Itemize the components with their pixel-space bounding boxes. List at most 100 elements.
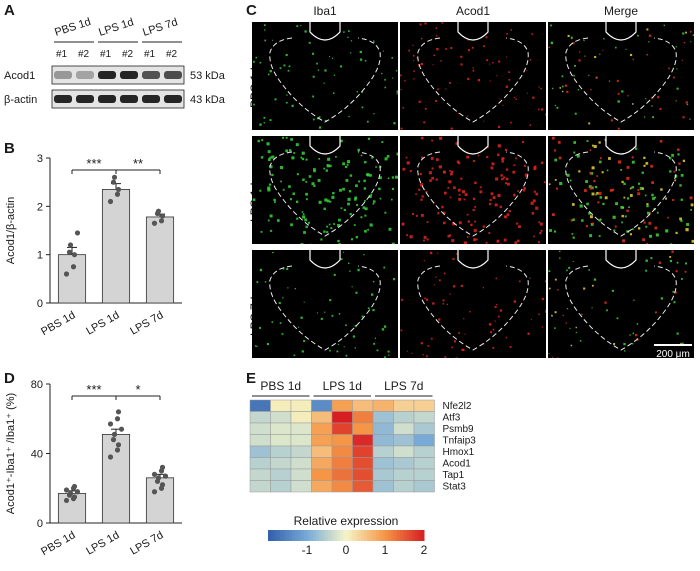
signal-speck — [371, 293, 373, 295]
micrograph — [400, 250, 546, 358]
signal-speck — [685, 262, 687, 264]
signal-speck — [661, 297, 663, 299]
signal-speck — [354, 224, 356, 226]
data-point — [152, 489, 157, 494]
signal-speck — [510, 346, 512, 348]
signal-speck — [472, 67, 473, 68]
data-point — [115, 447, 120, 452]
signal-speck — [545, 280, 546, 282]
signal-speck — [633, 59, 634, 60]
signal-speck — [571, 37, 573, 39]
region-boundary — [418, 266, 529, 350]
signal-speck — [676, 68, 677, 69]
signal-speck — [385, 87, 387, 89]
signal-speck — [348, 198, 351, 201]
signal-speck — [320, 238, 322, 240]
signal-speck — [515, 98, 516, 99]
signal-speck — [406, 157, 408, 159]
signal-speck — [506, 168, 508, 170]
signal-speck — [684, 42, 685, 43]
signal-speck — [664, 25, 665, 26]
signal-speck — [324, 69, 326, 71]
signal-speck — [383, 267, 385, 269]
signal-speck — [507, 213, 510, 216]
signal-speck — [568, 35, 570, 37]
micrograph — [252, 250, 398, 358]
signal-speck — [391, 57, 393, 59]
signal-speck — [303, 231, 306, 234]
signal-speck — [690, 196, 693, 199]
signal-speck — [280, 166, 283, 169]
signal-speck — [581, 314, 582, 315]
signal-speck — [286, 102, 287, 103]
region-boundary — [418, 152, 529, 236]
signal-speck — [324, 198, 327, 201]
signal-speck — [568, 267, 570, 269]
signal-speck — [676, 100, 677, 101]
signal-speck — [500, 309, 502, 311]
heatmap-cell — [353, 435, 374, 447]
signal-speck — [638, 183, 640, 185]
signal-speck — [460, 56, 462, 58]
signal-speck — [439, 165, 442, 168]
signal-speck — [501, 178, 503, 180]
signal-speck — [590, 149, 592, 151]
signal-speck — [660, 140, 663, 143]
signal-speck — [451, 347, 453, 349]
signal-speck — [506, 57, 507, 58]
signal-speck — [467, 214, 469, 216]
data-point — [108, 454, 113, 459]
signal-speck — [682, 32, 684, 34]
signal-speck — [305, 181, 307, 183]
signal-speck — [540, 223, 543, 226]
ventricle-outline — [606, 136, 636, 154]
signal-speck — [672, 291, 674, 293]
signal-speck — [430, 252, 432, 254]
colorbar-segment — [412, 530, 416, 541]
signal-speck — [347, 203, 350, 206]
colorbar-segment — [325, 530, 329, 541]
signal-speck — [559, 258, 560, 259]
signal-speck — [587, 140, 589, 142]
blot-lane-label: #2 — [122, 49, 134, 60]
heatmap-cell — [353, 400, 374, 412]
signal-speck — [690, 31, 692, 33]
heatmap-cell — [414, 435, 435, 447]
data-point — [75, 489, 80, 494]
signal-speck — [337, 240, 339, 242]
data-point — [64, 487, 69, 492]
signal-speck — [550, 25, 552, 27]
signal-speck — [682, 116, 684, 118]
signal-speck — [655, 311, 657, 313]
signal-speck — [491, 162, 494, 165]
x-tick-label: LPS 1d — [84, 529, 121, 557]
signal-speck — [500, 206, 502, 208]
ventricle-outline — [458, 250, 488, 268]
signal-speck — [677, 148, 680, 151]
signal-speck — [593, 180, 595, 182]
data-point — [152, 472, 157, 477]
colorbar-segment — [307, 530, 311, 541]
signal-speck — [342, 162, 345, 165]
colorbar-title: Relative expression — [294, 514, 399, 528]
signal-speck — [682, 60, 683, 61]
signal-speck — [407, 351, 408, 352]
signal-speck — [464, 241, 467, 244]
heatmap-row-label: Nfe2l2 — [443, 401, 472, 412]
signal-speck — [319, 126, 321, 128]
signal-speck — [302, 178, 305, 181]
heatmap-cell — [373, 412, 394, 424]
signal-speck — [467, 236, 469, 238]
signal-speck — [445, 48, 447, 50]
signal-speck — [283, 189, 285, 191]
signal-speck — [290, 198, 292, 200]
signal-speck — [565, 85, 567, 87]
data-point — [112, 432, 117, 437]
signal-speck — [668, 68, 670, 70]
signal-speck — [266, 142, 269, 145]
signal-speck — [334, 75, 335, 76]
signal-speck — [651, 194, 654, 197]
signal-speck — [348, 263, 349, 264]
signal-speck — [392, 176, 394, 178]
signal-speck — [672, 199, 674, 201]
